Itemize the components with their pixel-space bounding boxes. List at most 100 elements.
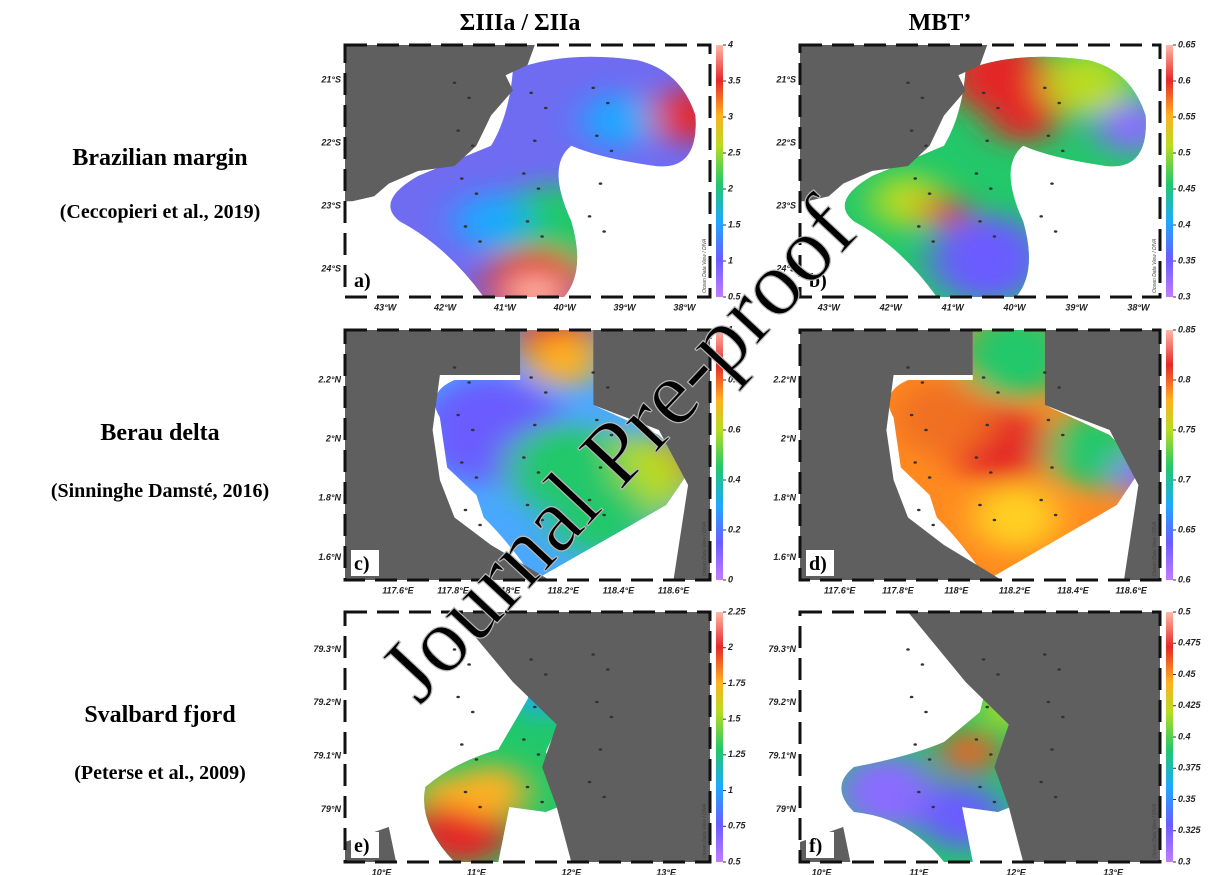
- colorbar-label: 0.325: [1178, 825, 1202, 835]
- station: [924, 145, 928, 148]
- station: [1054, 514, 1058, 517]
- map-panel: 21°S22°S23°S24°S43°W42°W41°W40°W39°W38°W…: [320, 39, 741, 325]
- station: [982, 658, 986, 661]
- colorbar-label: 1.75: [728, 678, 747, 688]
- station: [913, 743, 917, 746]
- station: [975, 172, 979, 175]
- colorbar-label: 0.4: [728, 474, 741, 484]
- colorbar-label: 0.6: [728, 424, 742, 434]
- colorbar-label: 0.375: [1178, 763, 1202, 773]
- station: [610, 716, 614, 719]
- x-tick-label: 40°W: [553, 302, 578, 312]
- credit: Ocean Data View / DIVA: [702, 803, 708, 858]
- field-spot: [894, 379, 995, 456]
- station: [1039, 781, 1043, 784]
- field-spot: [528, 333, 601, 388]
- station: [467, 97, 471, 100]
- map-panel: 2.2°N2°N1.8°N1.6°N117.6°E117.8°E118°E118…: [772, 311, 1196, 595]
- station: [975, 456, 979, 459]
- x-tick-label: 42°W: [879, 302, 904, 312]
- credit: Ocean Data View / DIVA: [702, 521, 708, 576]
- station: [1057, 668, 1061, 671]
- row-reference: (Peterse et al., 2009): [74, 762, 246, 784]
- station: [544, 673, 548, 676]
- x-tick-label: 118.2°E: [999, 585, 1031, 595]
- station: [928, 192, 932, 195]
- station: [993, 519, 997, 522]
- station: [529, 658, 533, 661]
- station: [985, 424, 989, 427]
- station: [456, 414, 460, 417]
- station: [996, 673, 1000, 676]
- station: [471, 429, 475, 432]
- row-reference: (Ceccopieri et al., 2019): [60, 201, 260, 223]
- panel-label: c): [354, 553, 370, 575]
- station: [460, 177, 464, 180]
- colorbar-label: 0.75: [728, 821, 747, 831]
- y-tick-label: 79°N: [776, 804, 797, 814]
- colorbar-label: 3.5: [728, 75, 742, 85]
- station: [913, 461, 917, 464]
- colorbar-label: 0.55: [1178, 111, 1197, 121]
- panel-label: d): [809, 553, 827, 575]
- colorbar-label: 2: [727, 642, 733, 652]
- y-tick-label: 1.6°N: [318, 552, 341, 562]
- station: [989, 753, 993, 756]
- station: [917, 225, 921, 228]
- station: [478, 240, 482, 243]
- station: [464, 225, 468, 228]
- colorbar-label: 0.475: [1178, 638, 1202, 648]
- colorbar-label: 1: [728, 785, 733, 795]
- colorbar-label: 0.4: [1178, 219, 1191, 229]
- station: [978, 220, 982, 223]
- y-tick-label: 1.6°N: [773, 552, 796, 562]
- station: [1047, 701, 1051, 704]
- station: [602, 230, 606, 233]
- colorbar-label: 3: [728, 111, 733, 121]
- row-site: Svalbard fjord: [84, 702, 236, 728]
- station: [475, 192, 479, 195]
- x-tick-label: 117.6°E: [824, 585, 856, 595]
- station: [978, 504, 982, 507]
- x-tick-label: 41°W: [493, 302, 518, 312]
- station: [595, 134, 599, 137]
- station: [910, 129, 914, 132]
- y-tick-label: 23°S: [320, 201, 341, 211]
- station: [985, 706, 989, 709]
- station: [475, 758, 479, 761]
- station: [471, 711, 475, 714]
- station: [921, 97, 925, 100]
- y-tick-label: 79°N: [321, 804, 342, 814]
- panel-label: f): [809, 835, 822, 857]
- station: [529, 92, 533, 95]
- colorbar: [1166, 330, 1173, 580]
- x-tick-label: 12°E: [561, 867, 582, 875]
- x-tick-label: 10°E: [372, 867, 393, 875]
- station: [1057, 386, 1061, 389]
- colorbar-label: 0: [728, 574, 733, 584]
- station: [522, 456, 526, 459]
- station: [1057, 102, 1061, 105]
- station: [996, 391, 1000, 394]
- x-tick-label: 43°W: [373, 302, 398, 312]
- x-tick-label: 12°E: [1006, 867, 1027, 875]
- colorbar-label: 0.45: [1178, 183, 1197, 193]
- station: [931, 240, 935, 243]
- y-tick-label: 79.2°N: [768, 697, 796, 707]
- station: [588, 215, 592, 218]
- station: [982, 92, 986, 95]
- station: [978, 786, 982, 789]
- station: [599, 182, 603, 185]
- colorbar-label: 0.35: [1178, 794, 1197, 804]
- station: [606, 668, 610, 671]
- x-tick-label: 11°E: [467, 867, 487, 875]
- colorbar-label: 4: [727, 39, 733, 49]
- colorbar-label: 0.4: [1178, 731, 1191, 741]
- colorbar: [716, 45, 723, 297]
- station: [989, 471, 993, 474]
- colorbar-label: 0.35: [1178, 255, 1197, 265]
- colorbar-label: 1.25: [728, 749, 747, 759]
- station: [453, 366, 457, 369]
- panel-label: a): [354, 270, 371, 292]
- station: [1054, 230, 1058, 233]
